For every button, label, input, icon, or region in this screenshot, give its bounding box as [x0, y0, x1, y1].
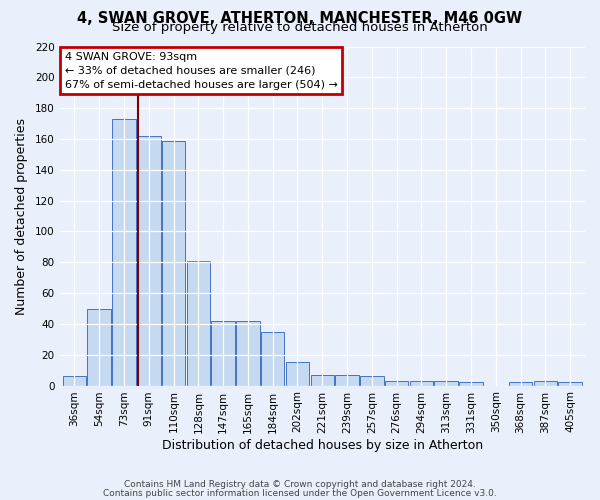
Bar	[459, 382, 483, 386]
Bar	[187, 260, 210, 386]
Text: 4 SWAN GROVE: 93sqm
← 33% of detached houses are smaller (246)
67% of semi-detac: 4 SWAN GROVE: 93sqm ← 33% of detached ho…	[65, 52, 338, 90]
Bar	[112, 119, 136, 386]
Bar	[62, 376, 86, 386]
Bar	[286, 362, 309, 386]
Bar	[434, 381, 458, 386]
Bar	[385, 381, 409, 386]
Bar	[559, 382, 582, 386]
Bar	[360, 376, 383, 386]
X-axis label: Distribution of detached houses by size in Atherton: Distribution of detached houses by size …	[162, 440, 483, 452]
Bar	[88, 308, 111, 386]
Text: 4, SWAN GROVE, ATHERTON, MANCHESTER, M46 0GW: 4, SWAN GROVE, ATHERTON, MANCHESTER, M46…	[77, 11, 523, 26]
Text: Contains HM Land Registry data © Crown copyright and database right 2024.: Contains HM Land Registry data © Crown c…	[124, 480, 476, 489]
Bar	[236, 321, 260, 386]
Bar	[311, 375, 334, 386]
Bar	[261, 332, 284, 386]
Bar	[211, 321, 235, 386]
Bar	[335, 375, 359, 386]
Bar	[410, 381, 433, 386]
Text: Size of property relative to detached houses in Atherton: Size of property relative to detached ho…	[112, 21, 488, 34]
Bar	[137, 136, 161, 386]
Bar	[533, 381, 557, 386]
Text: Contains public sector information licensed under the Open Government Licence v3: Contains public sector information licen…	[103, 489, 497, 498]
Bar	[162, 140, 185, 386]
Bar	[509, 382, 532, 386]
Y-axis label: Number of detached properties: Number of detached properties	[15, 118, 28, 314]
